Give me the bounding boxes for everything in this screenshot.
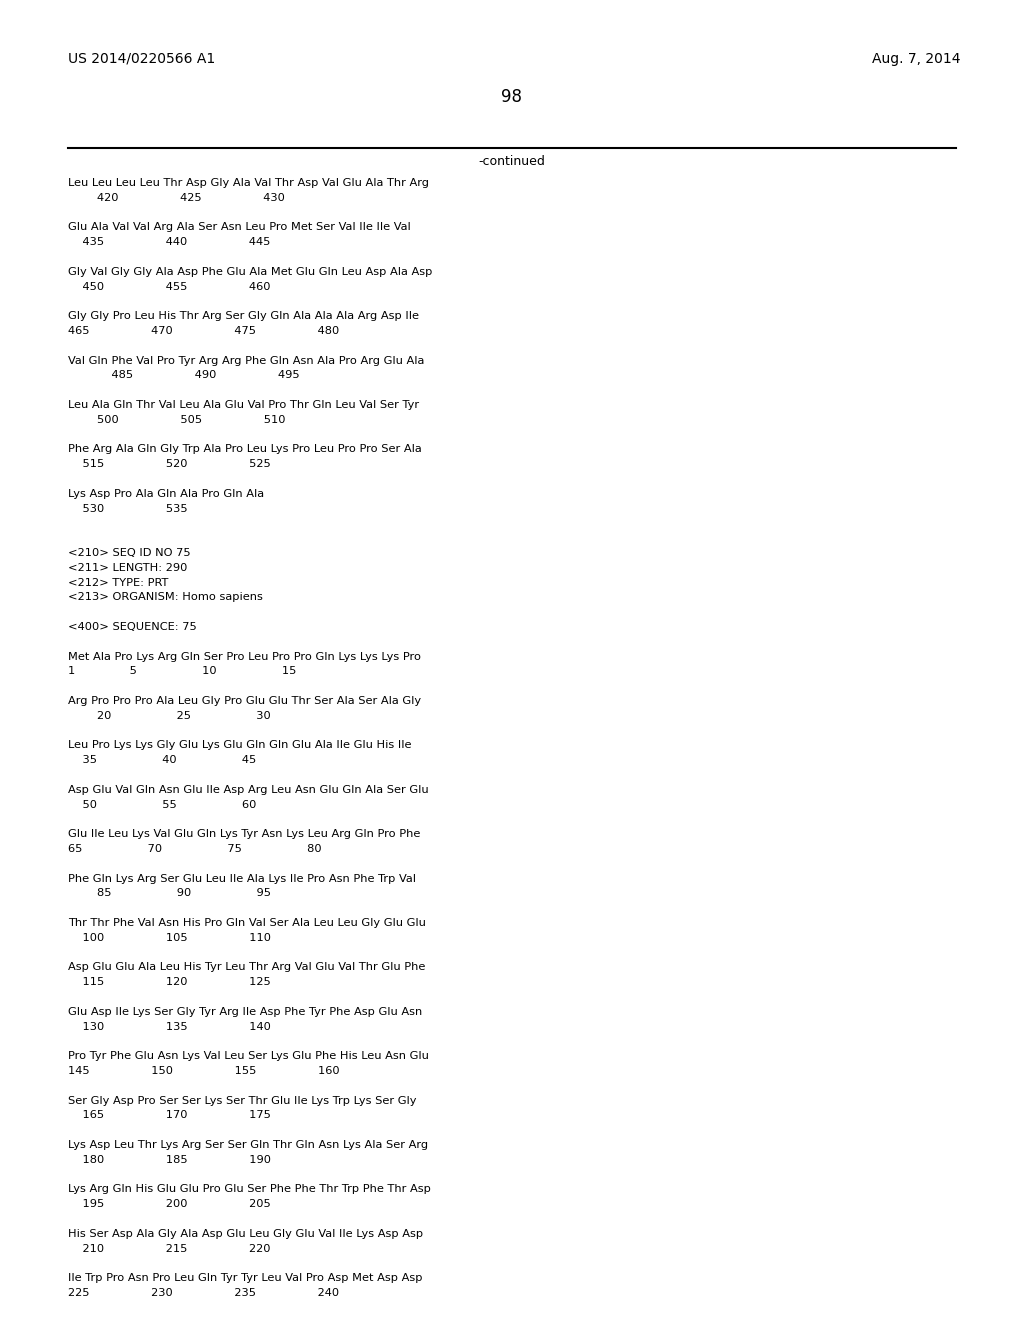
Text: Glu Ala Val Val Arg Ala Ser Asn Leu Pro Met Ser Val Ile Ile Val: Glu Ala Val Val Arg Ala Ser Asn Leu Pro … bbox=[68, 222, 411, 232]
Text: Lys Arg Gln His Glu Glu Pro Glu Ser Phe Phe Thr Trp Phe Thr Asp: Lys Arg Gln His Glu Glu Pro Glu Ser Phe … bbox=[68, 1184, 431, 1195]
Text: 130                 135                 140: 130 135 140 bbox=[68, 1022, 271, 1032]
Text: 50                  55                  60: 50 55 60 bbox=[68, 800, 256, 809]
Text: Glu Ile Leu Lys Val Glu Gln Lys Tyr Asn Lys Leu Arg Gln Pro Phe: Glu Ile Leu Lys Val Glu Gln Lys Tyr Asn … bbox=[68, 829, 421, 840]
Text: Leu Ala Gln Thr Val Leu Ala Glu Val Pro Thr Gln Leu Val Ser Tyr: Leu Ala Gln Thr Val Leu Ala Glu Val Pro … bbox=[68, 400, 419, 411]
Text: 100                 105                 110: 100 105 110 bbox=[68, 933, 271, 942]
Text: Ser Gly Asp Pro Ser Ser Lys Ser Thr Glu Ile Lys Trp Lys Ser Gly: Ser Gly Asp Pro Ser Ser Lys Ser Thr Glu … bbox=[68, 1096, 417, 1106]
Text: Aug. 7, 2014: Aug. 7, 2014 bbox=[871, 51, 961, 66]
Text: His Ser Asp Ala Gly Ala Asp Glu Leu Gly Glu Val Ile Lys Asp Asp: His Ser Asp Ala Gly Ala Asp Glu Leu Gly … bbox=[68, 1229, 423, 1238]
Text: 165                 170                 175: 165 170 175 bbox=[68, 1110, 271, 1121]
Text: Asp Glu Glu Ala Leu His Tyr Leu Thr Arg Val Glu Val Thr Glu Phe: Asp Glu Glu Ala Leu His Tyr Leu Thr Arg … bbox=[68, 962, 425, 973]
Text: Phe Arg Ala Gln Gly Trp Ala Pro Leu Lys Pro Leu Pro Pro Ser Ala: Phe Arg Ala Gln Gly Trp Ala Pro Leu Lys … bbox=[68, 445, 422, 454]
Text: Lys Asp Pro Ala Gln Ala Pro Gln Ala: Lys Asp Pro Ala Gln Ala Pro Gln Ala bbox=[68, 488, 264, 499]
Text: 465                 470                 475                 480: 465 470 475 480 bbox=[68, 326, 339, 337]
Text: 500                 505                 510: 500 505 510 bbox=[68, 414, 286, 425]
Text: Lys Asp Leu Thr Lys Arg Ser Ser Gln Thr Gln Asn Lys Ala Ser Arg: Lys Asp Leu Thr Lys Arg Ser Ser Gln Thr … bbox=[68, 1140, 428, 1150]
Text: 225                 230                 235                 240: 225 230 235 240 bbox=[68, 1288, 339, 1298]
Text: Pro Tyr Phe Glu Asn Lys Val Leu Ser Lys Glu Phe His Leu Asn Glu: Pro Tyr Phe Glu Asn Lys Val Leu Ser Lys … bbox=[68, 1051, 429, 1061]
Text: Leu Leu Leu Leu Thr Asp Gly Ala Val Thr Asp Val Glu Ala Thr Arg: Leu Leu Leu Leu Thr Asp Gly Ala Val Thr … bbox=[68, 178, 429, 187]
Text: Phe Gln Lys Arg Ser Glu Leu Ile Ala Lys Ile Pro Asn Phe Trp Val: Phe Gln Lys Arg Ser Glu Leu Ile Ala Lys … bbox=[68, 874, 416, 883]
Text: 195                 200                 205: 195 200 205 bbox=[68, 1199, 270, 1209]
Text: -continued: -continued bbox=[478, 154, 546, 168]
Text: US 2014/0220566 A1: US 2014/0220566 A1 bbox=[68, 51, 215, 66]
Text: Asp Glu Val Gln Asn Glu Ile Asp Arg Leu Asn Glu Gln Ala Ser Glu: Asp Glu Val Gln Asn Glu Ile Asp Arg Leu … bbox=[68, 785, 429, 795]
Text: 65                  70                  75                  80: 65 70 75 80 bbox=[68, 843, 322, 854]
Text: Arg Pro Pro Pro Ala Leu Gly Pro Glu Glu Thr Ser Ala Ser Ala Gly: Arg Pro Pro Pro Ala Leu Gly Pro Glu Glu … bbox=[68, 696, 421, 706]
Text: 35                  40                  45: 35 40 45 bbox=[68, 755, 256, 766]
Text: Met Ala Pro Lys Arg Gln Ser Pro Leu Pro Pro Gln Lys Lys Lys Pro: Met Ala Pro Lys Arg Gln Ser Pro Leu Pro … bbox=[68, 652, 421, 661]
Text: <212> TYPE: PRT: <212> TYPE: PRT bbox=[68, 578, 168, 587]
Text: 180                 185                 190: 180 185 190 bbox=[68, 1155, 271, 1164]
Text: 145                 150                 155                 160: 145 150 155 160 bbox=[68, 1067, 340, 1076]
Text: 85                  90                  95: 85 90 95 bbox=[68, 888, 271, 899]
Text: 115                 120                 125: 115 120 125 bbox=[68, 977, 270, 987]
Text: 450                 455                 460: 450 455 460 bbox=[68, 281, 270, 292]
Text: Leu Pro Lys Lys Gly Glu Lys Glu Gln Gln Glu Ala Ile Glu His Ile: Leu Pro Lys Lys Gly Glu Lys Glu Gln Gln … bbox=[68, 741, 412, 750]
Text: Gly Gly Pro Leu His Thr Arg Ser Gly Gln Ala Ala Ala Arg Asp Ile: Gly Gly Pro Leu His Thr Arg Ser Gly Gln … bbox=[68, 312, 419, 321]
Text: 485                 490                 495: 485 490 495 bbox=[68, 371, 300, 380]
Text: 435                 440                 445: 435 440 445 bbox=[68, 238, 270, 247]
Text: 98: 98 bbox=[502, 88, 522, 106]
Text: Thr Thr Phe Val Asn His Pro Gln Val Ser Ala Leu Leu Gly Glu Glu: Thr Thr Phe Val Asn His Pro Gln Val Ser … bbox=[68, 917, 426, 928]
Text: 1               5                  10                  15: 1 5 10 15 bbox=[68, 667, 296, 676]
Text: 515                 520                 525: 515 520 525 bbox=[68, 459, 270, 469]
Text: Gly Val Gly Gly Ala Asp Phe Glu Ala Met Glu Gln Leu Asp Ala Asp: Gly Val Gly Gly Ala Asp Phe Glu Ala Met … bbox=[68, 267, 432, 277]
Text: 20                  25                  30: 20 25 30 bbox=[68, 710, 270, 721]
Text: Val Gln Phe Val Pro Tyr Arg Arg Phe Gln Asn Ala Pro Arg Glu Ala: Val Gln Phe Val Pro Tyr Arg Arg Phe Gln … bbox=[68, 355, 424, 366]
Text: <210> SEQ ID NO 75: <210> SEQ ID NO 75 bbox=[68, 548, 190, 558]
Text: Glu Asp Ile Lys Ser Gly Tyr Arg Ile Asp Phe Tyr Phe Asp Glu Asn: Glu Asp Ile Lys Ser Gly Tyr Arg Ile Asp … bbox=[68, 1007, 422, 1016]
Text: 530                 535: 530 535 bbox=[68, 504, 187, 513]
Text: <213> ORGANISM: Homo sapiens: <213> ORGANISM: Homo sapiens bbox=[68, 593, 263, 602]
Text: <211> LENGTH: 290: <211> LENGTH: 290 bbox=[68, 562, 187, 573]
Text: 420                 425                 430: 420 425 430 bbox=[68, 193, 285, 203]
Text: <400> SEQUENCE: 75: <400> SEQUENCE: 75 bbox=[68, 622, 197, 632]
Text: 210                 215                 220: 210 215 220 bbox=[68, 1243, 270, 1254]
Text: Ile Trp Pro Asn Pro Leu Gln Tyr Tyr Leu Val Pro Asp Met Asp Asp: Ile Trp Pro Asn Pro Leu Gln Tyr Tyr Leu … bbox=[68, 1274, 423, 1283]
